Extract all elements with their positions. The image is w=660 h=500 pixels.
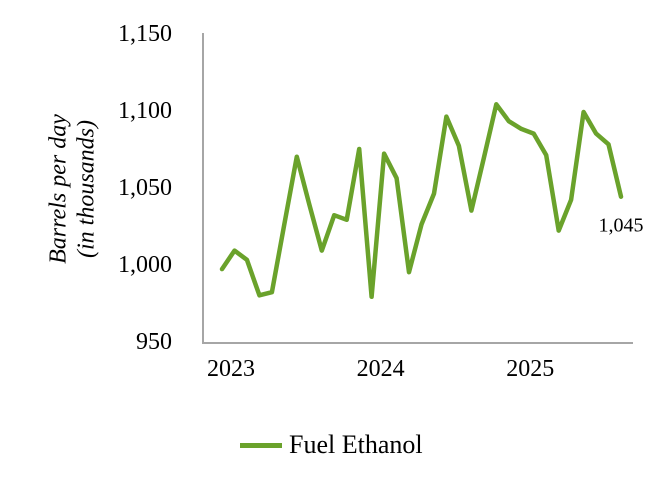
axis-lines — [202, 33, 633, 344]
y-tick-label: 1,150 — [118, 20, 172, 47]
x-tick-label: 2025 — [506, 356, 555, 382]
y-tick-label: 1,050 — [118, 174, 172, 201]
legend-line-swatch-icon — [240, 442, 282, 448]
x-tick-label: 2024 — [356, 356, 405, 382]
y-axis-tick-labels: 1,150 1,100 1,050 1,000 950 — [0, 0, 172, 500]
y-tick-label: 1,000 — [118, 251, 172, 278]
x-tick-label: 2023 — [207, 356, 255, 382]
y-tick-label: 950 — [136, 328, 172, 355]
legend: Fuel Ethanol — [240, 431, 423, 459]
fuel-ethanol-line — [219, 102, 624, 300]
last-value-label: 1,045 — [598, 214, 644, 237]
legend-label: Fuel Ethanol — [289, 430, 423, 459]
y-tick-label: 1,100 — [118, 97, 172, 124]
